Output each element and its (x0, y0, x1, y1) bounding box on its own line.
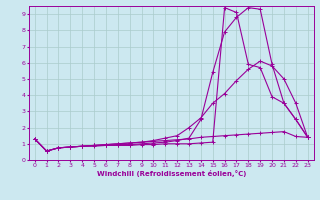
X-axis label: Windchill (Refroidissement éolien,°C): Windchill (Refroidissement éolien,°C) (97, 170, 246, 177)
